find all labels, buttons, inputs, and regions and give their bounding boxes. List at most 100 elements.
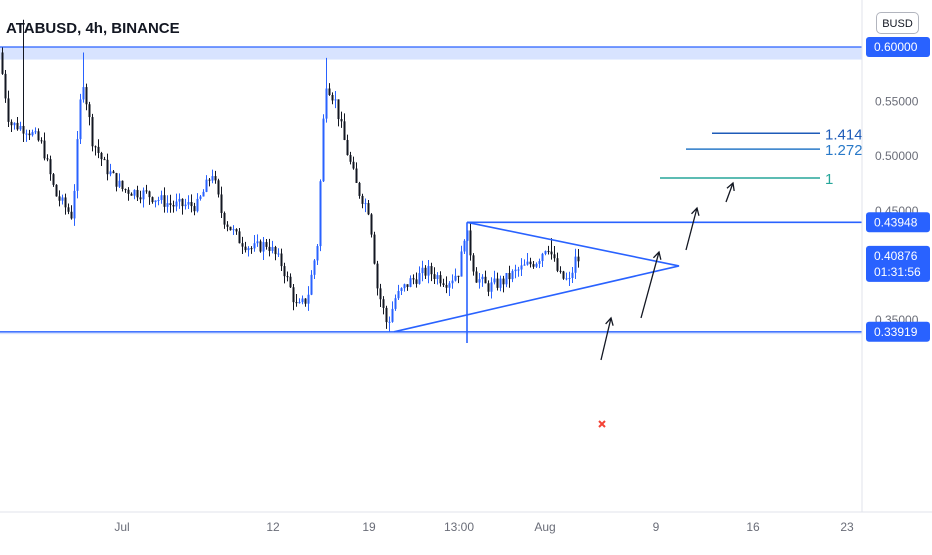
candle-body bbox=[289, 276, 292, 288]
candle-body bbox=[397, 290, 400, 299]
candle bbox=[364, 198, 367, 213]
candle bbox=[181, 198, 184, 215]
candle-body bbox=[421, 267, 424, 274]
candle-body bbox=[16, 122, 19, 130]
candle-body bbox=[136, 189, 139, 198]
x-tick-label: Aug bbox=[534, 520, 555, 534]
candle bbox=[526, 252, 529, 266]
candle bbox=[388, 316, 391, 333]
candle-body bbox=[385, 307, 388, 323]
candle-body bbox=[532, 264, 535, 267]
candle-body bbox=[76, 139, 79, 191]
candle bbox=[337, 99, 340, 127]
candle bbox=[322, 114, 325, 183]
candle-body bbox=[262, 242, 265, 252]
candle-body bbox=[280, 253, 283, 267]
candle-body bbox=[367, 203, 370, 215]
candle bbox=[265, 239, 268, 250]
candle bbox=[385, 305, 388, 329]
candle-body bbox=[112, 171, 115, 174]
triangle-pattern bbox=[393, 221, 680, 333]
arrow-head bbox=[652, 250, 662, 260]
candle-body bbox=[223, 212, 226, 225]
currency-button[interactable]: BUSD bbox=[876, 12, 919, 34]
candle bbox=[7, 90, 10, 128]
candle-body bbox=[28, 133, 31, 136]
candle-body bbox=[535, 263, 538, 267]
candle bbox=[205, 175, 208, 193]
candle bbox=[391, 301, 394, 323]
candle-body bbox=[52, 174, 55, 185]
candle-body bbox=[379, 288, 382, 300]
candle-body bbox=[106, 159, 109, 175]
candle-body bbox=[370, 214, 373, 235]
candle-body bbox=[490, 282, 493, 292]
fib-level-label: 1.272 bbox=[825, 142, 863, 159]
candle-body bbox=[508, 272, 511, 280]
price-badge-countdown: 01:31:56 bbox=[874, 265, 921, 279]
candle bbox=[64, 193, 67, 215]
arrow-head bbox=[691, 206, 700, 216]
candle bbox=[193, 202, 196, 216]
candle-body bbox=[499, 278, 502, 288]
candle bbox=[487, 280, 490, 297]
candle bbox=[418, 266, 421, 285]
candle-body bbox=[550, 251, 553, 255]
candle-body bbox=[214, 176, 217, 181]
candle bbox=[28, 129, 31, 140]
candle-body bbox=[454, 275, 457, 281]
candle-body bbox=[124, 189, 127, 191]
candle bbox=[109, 163, 112, 177]
candle-body bbox=[301, 298, 304, 303]
candle-body bbox=[430, 266, 433, 275]
candle-body bbox=[403, 284, 406, 289]
candle bbox=[463, 239, 466, 255]
candle-body bbox=[517, 269, 520, 271]
candle bbox=[88, 101, 91, 126]
candle bbox=[253, 234, 256, 252]
candle-body bbox=[328, 88, 331, 95]
candle-body bbox=[232, 229, 235, 231]
candle bbox=[220, 186, 223, 218]
candle bbox=[70, 205, 73, 220]
x-tick-label: 19 bbox=[362, 520, 376, 534]
candle-body bbox=[325, 88, 328, 119]
candle-body bbox=[49, 159, 52, 175]
candle bbox=[409, 275, 412, 288]
candle bbox=[481, 274, 484, 287]
candle-body bbox=[568, 277, 571, 279]
candle bbox=[46, 154, 49, 162]
candle-body bbox=[88, 104, 91, 118]
candle bbox=[103, 156, 106, 161]
candle-body bbox=[355, 168, 358, 183]
candle bbox=[436, 272, 439, 285]
candle bbox=[316, 243, 319, 265]
candle bbox=[196, 193, 199, 213]
candle bbox=[535, 262, 538, 269]
candle-body bbox=[547, 251, 550, 253]
candle-body bbox=[37, 131, 40, 141]
candle-body bbox=[451, 280, 454, 284]
candle bbox=[163, 187, 166, 213]
candle bbox=[427, 260, 430, 284]
candle-body bbox=[46, 158, 49, 160]
price-badge: 0.43948 bbox=[866, 212, 930, 233]
candle-body bbox=[154, 200, 157, 203]
candle-body bbox=[352, 161, 355, 169]
candle bbox=[523, 259, 526, 266]
candle bbox=[61, 194, 64, 205]
candle bbox=[559, 266, 562, 274]
candle bbox=[184, 198, 187, 210]
candle bbox=[565, 272, 568, 281]
candle bbox=[295, 294, 298, 307]
candle-body bbox=[166, 203, 169, 207]
candle bbox=[355, 162, 358, 184]
candle-body bbox=[394, 298, 397, 309]
candle-body bbox=[43, 140, 46, 159]
candle bbox=[433, 267, 436, 285]
candle bbox=[277, 248, 280, 258]
candle bbox=[373, 231, 376, 265]
candle-body bbox=[337, 99, 340, 120]
